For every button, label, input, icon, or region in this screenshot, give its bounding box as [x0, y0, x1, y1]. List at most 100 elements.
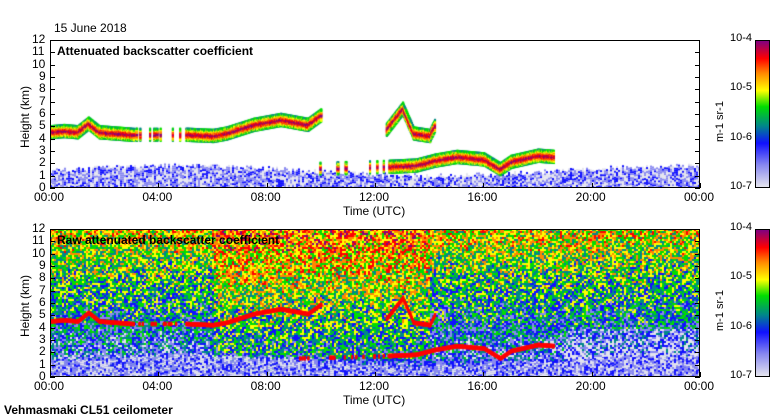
y-tick [50, 101, 55, 103]
y-tick [50, 290, 55, 292]
y-tick-label: 0 [39, 180, 46, 194]
y-tick [50, 352, 55, 354]
y-tick-label: 11 [32, 44, 45, 59]
y-tick-label: 2 [39, 344, 46, 359]
y-tick [50, 77, 55, 78]
y-tick-right [695, 315, 700, 317]
y-tick [50, 175, 55, 177]
x-tick-label: 00:00 [34, 379, 65, 393]
y-tick [50, 138, 55, 140]
y-tick-right [695, 163, 700, 165]
y-tick [50, 377, 55, 378]
y-tick-right [695, 52, 700, 54]
y-tick-label: 5 [39, 118, 46, 133]
y-tick-label: 5 [39, 307, 46, 322]
y-tick-right [695, 64, 700, 66]
y-tick [50, 40, 55, 41]
y-tick-right [695, 278, 700, 280]
x-tick [591, 372, 593, 377]
y-tick-right [695, 377, 700, 378]
y-tick [50, 126, 55, 128]
colorbar [755, 40, 770, 188]
y-tick-right [695, 327, 700, 329]
y-tick-label: 8 [39, 270, 46, 285]
x-tick-label: 00:00 [684, 190, 715, 204]
y-tick [50, 340, 55, 341]
y-tick-label: 2 [39, 155, 46, 170]
y-tick-right [695, 151, 700, 152]
y-tick-right [695, 229, 700, 230]
x-tick-label: 12:00 [359, 379, 390, 393]
y-tick [50, 89, 55, 91]
y-tick-right [695, 241, 700, 243]
y-tick-label: 6 [39, 106, 46, 120]
y-tick-label: 9 [39, 69, 46, 83]
y-tick-label: 8 [39, 81, 46, 96]
y-tick-right [695, 303, 700, 304]
colorbar-tick-label: 10-7 [730, 180, 753, 192]
y-tick [50, 364, 55, 366]
y-tick-right [695, 290, 700, 292]
x-tick-label: 00:00 [684, 379, 715, 393]
colorbar-tick-label: 10-6 [730, 130, 753, 143]
y-tick-label: 11 [32, 233, 45, 248]
x-tick-label: 00:00 [34, 190, 65, 204]
y-tick-right [695, 253, 700, 255]
y-tick-label: 4 [39, 130, 46, 145]
y-tick-right [695, 266, 700, 267]
y-tick-label: 12 [32, 221, 46, 235]
y-tick [50, 278, 55, 280]
colorbar-tick-label: 10-4 [730, 32, 753, 44]
colorbar-label: m-1 sr-1 [714, 101, 726, 142]
panel-title: Attenuated backscatter coefficient [57, 44, 254, 58]
colorbar-tick-label: 10-4 [730, 221, 753, 233]
y-tick-label: 6 [39, 295, 46, 309]
y-tick [50, 114, 55, 115]
colorbar-tick-label: 10-5 [730, 81, 753, 94]
y-tick-label: 12 [32, 32, 46, 46]
backscatter-heatmap-1 [50, 40, 700, 188]
x-tick [158, 183, 160, 188]
y-tick [50, 52, 55, 54]
x-axis-label: Time (UTC) [343, 204, 406, 218]
x-tick-label: 12:00 [359, 190, 390, 204]
y-tick-right [695, 89, 700, 91]
y-tick [50, 163, 55, 165]
y-tick-right [695, 340, 700, 341]
y-tick-label: 1 [39, 356, 46, 371]
x-tick [591, 183, 593, 188]
y-tick-right [695, 40, 700, 41]
x-tick [158, 372, 160, 377]
x-tick [50, 372, 51, 377]
y-axis-label: Height (km) [18, 85, 32, 148]
y-tick [50, 229, 55, 230]
y-tick-label: 3 [39, 332, 46, 346]
x-tick-label: 04:00 [142, 379, 173, 393]
y-tick-label: 1 [39, 167, 46, 182]
y-tick [50, 315, 55, 317]
x-tick-label: 08:00 [250, 379, 281, 393]
y-tick-right [695, 77, 700, 78]
colorbar-label: m-1 sr-1 [714, 290, 726, 331]
colorbar-tick-label: 10-5 [730, 270, 753, 283]
panel-title: Raw attenuated backscatter coefficient [57, 233, 280, 247]
x-tick [700, 372, 701, 377]
x-tick-label: 08:00 [250, 190, 281, 204]
y-tick-label: 4 [39, 319, 46, 334]
y-tick-right [695, 138, 700, 140]
y-tick-label: 9 [39, 258, 46, 272]
x-tick [700, 183, 701, 188]
y-tick-right [695, 126, 700, 128]
y-tick-right [695, 188, 700, 189]
y-tick-label: 7 [39, 282, 46, 297]
x-tick-label: 16:00 [467, 190, 498, 204]
x-tick-label: 20:00 [575, 190, 606, 204]
instrument-label: Vehmasmaki CL51 ceilometer [4, 403, 173, 417]
y-tick-label: 7 [39, 93, 46, 108]
colorbar-tick-label: 10-6 [730, 319, 753, 332]
x-tick [266, 372, 268, 377]
date-label: 15 June 2018 [54, 21, 127, 35]
x-tick [50, 183, 51, 188]
y-tick [50, 188, 55, 189]
